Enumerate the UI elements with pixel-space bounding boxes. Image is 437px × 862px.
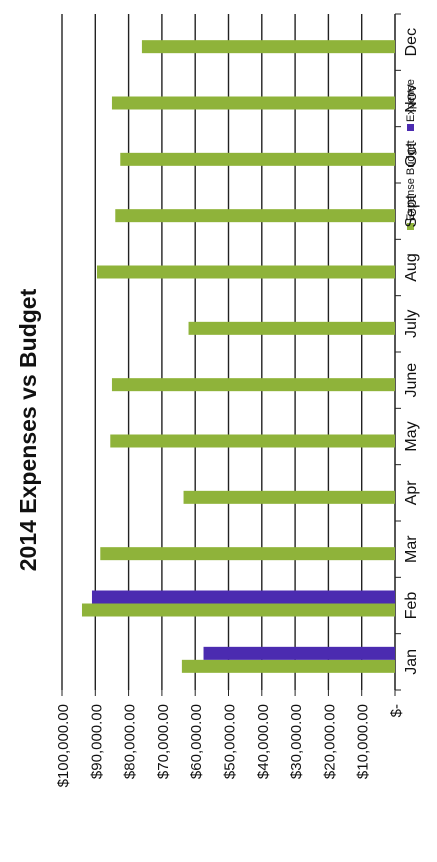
category-label: Mar	[403, 535, 420, 563]
category-label: Jan	[403, 649, 420, 675]
bar-expense-budget	[96, 265, 395, 279]
legend-label: Expense	[405, 79, 417, 122]
legend: Expense Budget Expense	[405, 79, 417, 230]
chart-title: 2014 Expenses vs Budget	[15, 288, 41, 571]
plot-area: $- $10,000.00 $20,000.00 $30,000.00 $40,000.…	[55, 13, 420, 787]
bar-expense-budget	[115, 209, 395, 223]
legend-group: Expense Budget Expense	[405, 79, 417, 230]
value-tick-label: $-	[388, 704, 405, 717]
value-tick-label: $100,000.00	[55, 704, 72, 787]
category-label: Aug	[403, 253, 420, 281]
value-tick-label: $50,000.00	[222, 704, 239, 779]
bar-expense-budget	[100, 547, 396, 561]
bar-expense-budget	[141, 40, 395, 54]
legend-label: Expense Budget	[405, 140, 417, 221]
bar-expense-budget	[111, 378, 395, 392]
bar-expense-budget	[81, 603, 395, 617]
value-tick-label: $30,000.00	[288, 704, 305, 779]
category-label: Apr	[403, 480, 420, 506]
value-tick-label: $60,000.00	[188, 704, 205, 779]
legend-swatch	[407, 124, 414, 131]
bar-expense-budget	[110, 434, 395, 448]
bar-expense-budget	[183, 490, 395, 504]
bar-expense-budget	[111, 96, 395, 110]
value-tick-label: $90,000.00	[88, 704, 105, 779]
category-label: June	[403, 363, 420, 398]
category-label: Nov	[403, 84, 420, 112]
category-label: Feb	[403, 592, 420, 620]
category-label: July	[403, 310, 420, 338]
bar-expense-budget	[188, 321, 395, 335]
bar-expense	[203, 646, 395, 660]
bar-expense-budget	[181, 659, 395, 673]
category-label: Dec	[403, 28, 420, 56]
bar-expense-budget	[120, 152, 396, 166]
category-label: Oct	[403, 142, 420, 167]
value-tick-label: $40,000.00	[255, 704, 272, 779]
value-tick-label: $80,000.00	[122, 704, 139, 779]
value-tick-label: $10,000.00	[355, 704, 372, 779]
legend-swatch	[407, 223, 414, 230]
bar-expense	[91, 590, 395, 604]
category-label: Sept	[403, 194, 420, 227]
category-label: May	[403, 421, 420, 451]
value-tick-label: $20,000.00	[321, 704, 338, 779]
value-tick-label: $70,000.00	[155, 704, 172, 779]
